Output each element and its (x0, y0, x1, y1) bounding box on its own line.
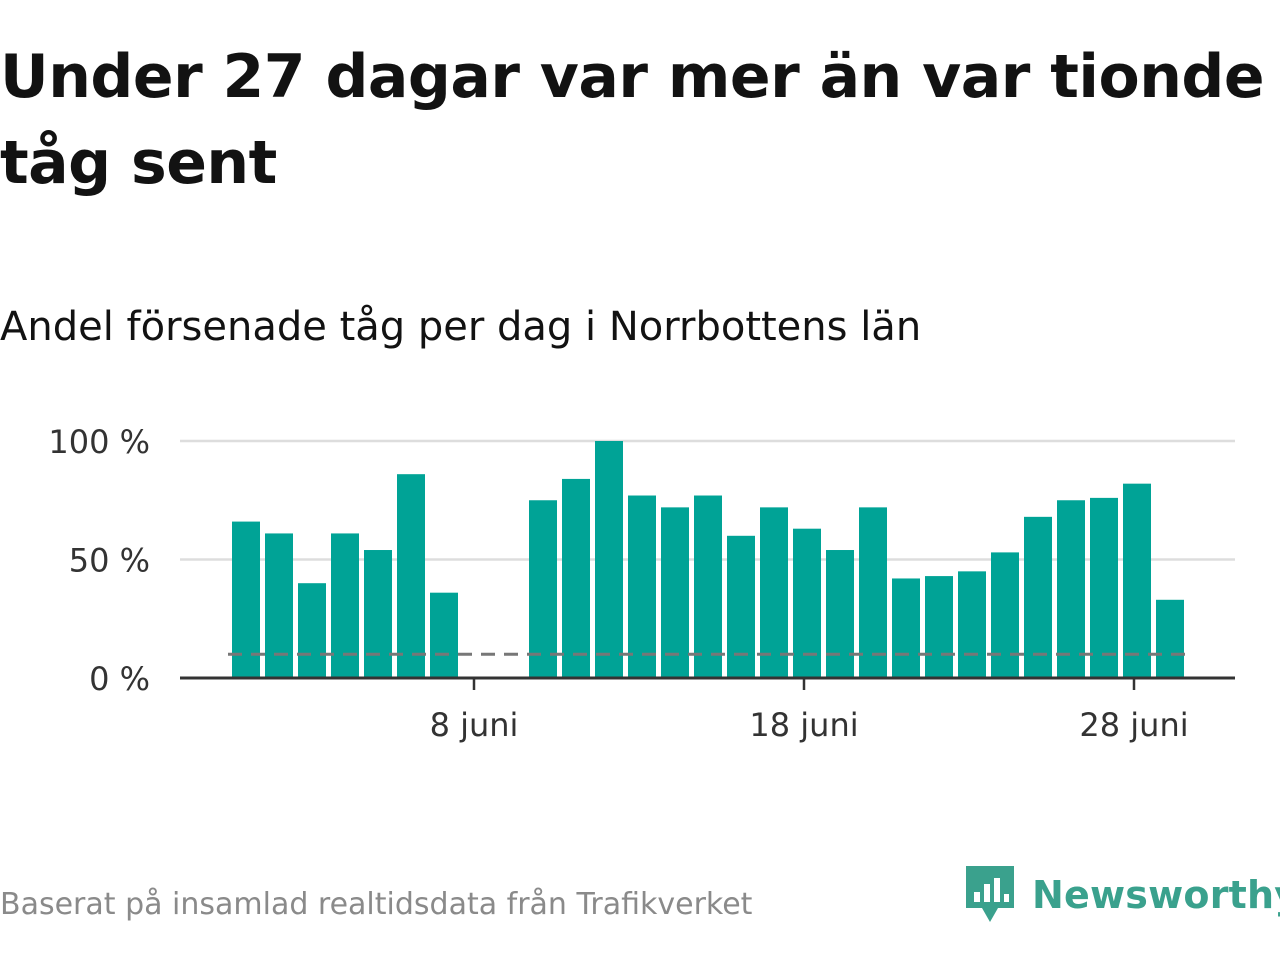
bars (232, 441, 1184, 678)
bar (859, 507, 887, 678)
bar (727, 535, 755, 678)
bar (298, 583, 326, 678)
brand-name: Newsworthy (1032, 873, 1280, 917)
bar (331, 533, 359, 678)
bar (925, 576, 953, 678)
chart-title: Under 27 dagar var mer än var tionde tåg… (0, 42, 1265, 198)
bar-chart: 8 juni 18 juni 28 juni 0 % 50 % 100 % (48, 423, 1235, 744)
x-tick-label: 8 juni (430, 706, 519, 744)
brand-logo: Newsworthy (964, 864, 1280, 926)
x-tick-label: 18 juni (749, 706, 858, 744)
bar (232, 521, 260, 678)
bar (694, 495, 722, 678)
x-axis-ticks: 8 juni 18 juni 28 juni (430, 678, 1189, 744)
bar (1024, 516, 1052, 678)
y-axis-ticks: 0 % 50 % 100 % (48, 423, 150, 698)
bar (430, 592, 458, 678)
y-tick-label: 100 % (48, 423, 150, 461)
source-note: Baserat på insamlad realtidsdata från Tr… (0, 887, 753, 922)
bar (760, 507, 788, 678)
bar (595, 441, 623, 678)
newsworthy-logo-icon (966, 866, 1014, 922)
bar (958, 571, 986, 678)
bar (1057, 500, 1085, 678)
bar (364, 550, 392, 678)
bar (628, 495, 656, 678)
bar (826, 550, 854, 678)
bar (1123, 483, 1151, 678)
bar (1156, 599, 1184, 678)
bar (661, 507, 689, 678)
bar (991, 552, 1019, 678)
bar (562, 478, 590, 678)
bar (529, 500, 557, 678)
y-tick-label: 50 % (69, 542, 150, 580)
bar (892, 578, 920, 678)
bar (265, 533, 293, 678)
x-tick-label: 28 juni (1079, 706, 1188, 744)
chart-subtitle: Andel försenade tåg per dag i Norrbotten… (0, 304, 922, 350)
y-tick-label: 0 % (89, 660, 150, 698)
bar (1090, 497, 1118, 678)
bar (397, 474, 425, 678)
